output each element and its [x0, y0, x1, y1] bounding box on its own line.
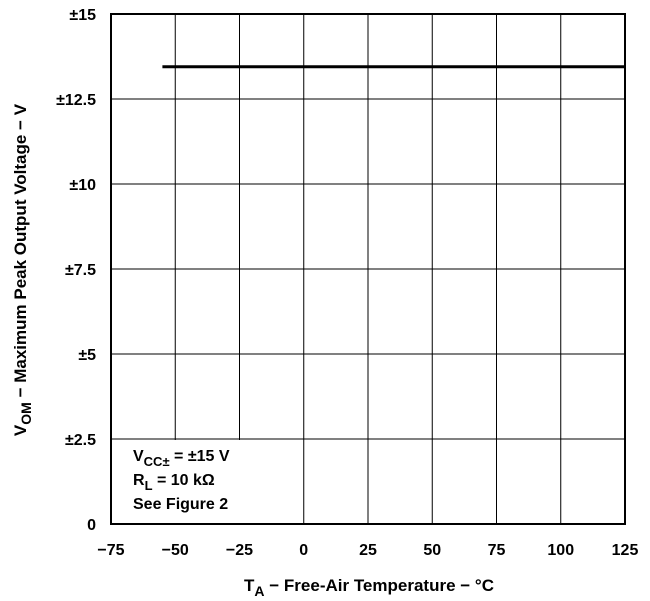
annotation-box	[125, 440, 270, 523]
x-tick-label: 0	[299, 542, 308, 559]
x-tick-label: −75	[97, 542, 124, 559]
y-axis-label-main: V	[11, 424, 30, 436]
annotation-main: V	[133, 448, 144, 465]
y-tick-label: ±12.5	[56, 92, 96, 109]
x-tick-label: 50	[423, 542, 441, 559]
annotation-line: RL = 10 kΩ	[133, 472, 215, 493]
x-axis-label-main: T	[244, 576, 255, 595]
y-axis-label-rest: − Maximum Peak Output Voltage − V	[11, 103, 30, 402]
x-axis-label-rest: − Free-Air Temperature − °C	[265, 576, 494, 595]
y-tick-label: ±2.5	[65, 432, 96, 449]
grid	[111, 14, 625, 524]
plot-frame	[110, 13, 626, 525]
x-tick-labels: −75 −50 −25 0 25 50 75 100 125	[97, 542, 638, 559]
y-tick-label: ±5	[78, 347, 96, 364]
x-tick-label: 100	[547, 542, 574, 559]
annotation-line: VCC± = ±15 V	[133, 448, 230, 469]
x-tick-label: 75	[488, 542, 506, 559]
y-tick-label: ±15	[69, 7, 96, 24]
y-tick-labels: 0 ±2.5 ±5 ±7.5 ±10 ±12.5 ±15	[56, 7, 96, 534]
annotation-subscript: L	[145, 478, 153, 493]
annotation-main: R	[133, 472, 145, 489]
y-axis-label-subscript: OM	[18, 402, 34, 425]
annotation-rest: = 10 kΩ	[153, 472, 215, 489]
x-axis-label-subscript: A	[254, 583, 264, 599]
annotation-block: VCC± = ±15 V RL = 10 kΩ See Figure 2	[133, 448, 230, 513]
x-axis-label: TA − Free-Air Temperature − °C	[244, 576, 494, 599]
x-tick-label: −25	[226, 542, 253, 559]
annotation-subscript: CC±	[144, 454, 170, 469]
x-tick-label: 25	[359, 542, 377, 559]
y-tick-label: ±7.5	[65, 262, 96, 279]
x-tick-label: −50	[162, 542, 189, 559]
annotation-rest: = ±15 V	[170, 448, 230, 465]
x-tick-label: 125	[612, 542, 639, 559]
y-axis-label: VOM − Maximum Peak Output Voltage − V	[11, 103, 34, 436]
y-tick-label: 0	[87, 517, 96, 534]
y-tick-label: ±10	[69, 177, 96, 194]
annotation-rest: See Figure 2	[133, 496, 228, 513]
annotation-line: See Figure 2	[133, 496, 228, 513]
